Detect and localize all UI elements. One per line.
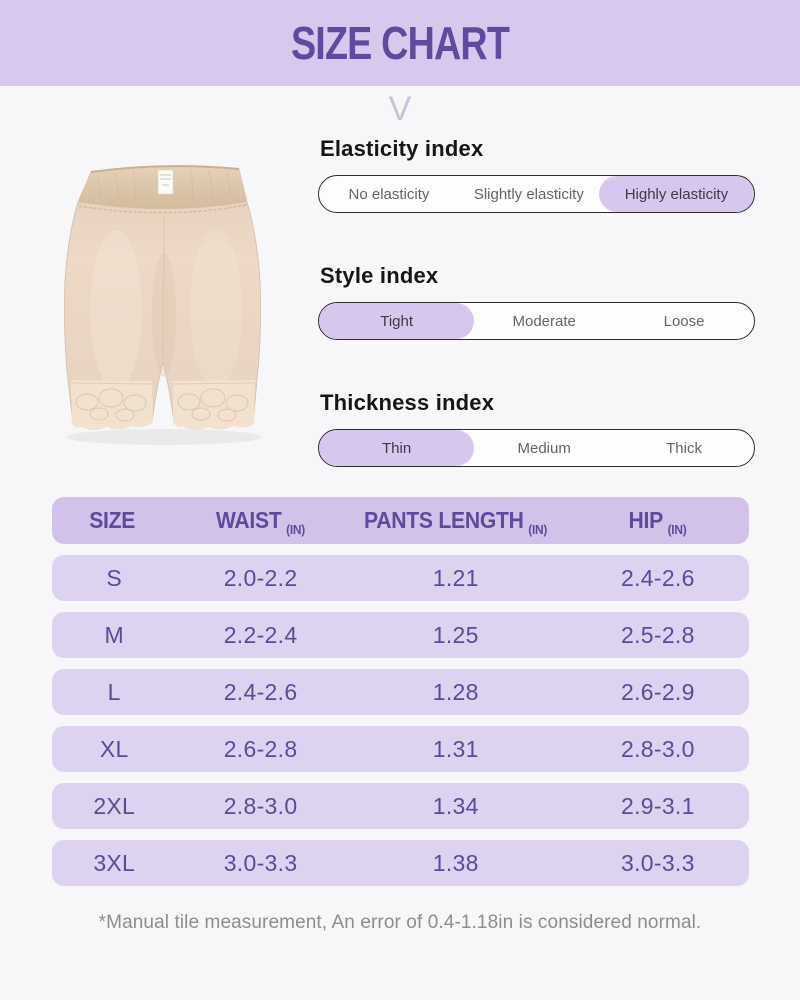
table-row: M 2.2-2.4 1.25 2.5-2.8 xyxy=(51,612,749,658)
waist-cell: 2.4-2.6 xyxy=(223,678,298,705)
size-cell: M xyxy=(104,621,124,648)
banner: SIZE CHART xyxy=(0,0,800,86)
table-header-row: SIZE WAIST (IN) PANTS LENGTH (IN) HIP (IN) xyxy=(51,497,749,544)
option-no-elasticity[interactable]: No elasticity xyxy=(348,185,430,203)
option-highly-elasticity[interactable]: Highly elasticity xyxy=(598,176,754,212)
pants-length-cell: 1.21 xyxy=(432,564,479,591)
thickness-options-pill: Thin Medium Thick xyxy=(318,429,755,467)
pants-length-cell: 1.25 xyxy=(432,621,479,648)
hip-cell: 2.6-2.9 xyxy=(621,678,695,705)
hip-cell: 2.4-2.6 xyxy=(621,564,695,591)
style-options-pill: Tight Moderate Loose xyxy=(318,302,755,340)
waist-cell: 2.0-2.2 xyxy=(223,564,298,591)
style-index-group: Style index Tight Moderate Loose xyxy=(318,263,755,340)
option-medium[interactable]: Medium xyxy=(517,439,571,457)
size-cell: 3XL xyxy=(93,849,136,876)
pants-length-cell: 1.34 xyxy=(432,792,479,819)
header-size: SIZE xyxy=(88,507,135,533)
table-row: XL 2.6-2.8 1.31 2.8-3.0 xyxy=(51,726,749,772)
size-cell: S xyxy=(106,564,123,591)
option-slightly-elasticity[interactable]: Slightly elasticity xyxy=(473,185,584,203)
measurement-note: *Manual tile measurement, An error of 0.… xyxy=(98,912,702,933)
hip-cell: 2.5-2.8 xyxy=(621,621,695,648)
pants-length-cell: 1.31 xyxy=(432,735,479,762)
table-row: 3XL 3.0-3.3 1.38 3.0-3.3 xyxy=(51,840,749,886)
waist-cell: 2.6-2.8 xyxy=(223,735,298,762)
hip-cell: 2.9-3.1 xyxy=(621,792,695,819)
size-cell: 2XL xyxy=(93,792,136,819)
elasticity-options-pill: No elasticity Slightly elasticity Highly… xyxy=(318,175,755,213)
page-title: SIZE CHART xyxy=(290,17,510,69)
shorts-graphic xyxy=(64,165,262,445)
product-and-indexes: Elasticity index No elasticity Slightly … xyxy=(0,130,800,467)
option-thick[interactable]: Thick xyxy=(666,439,702,457)
option-loose[interactable]: Loose xyxy=(663,312,705,330)
header-waist: WAIST (IN) xyxy=(216,507,306,537)
elasticity-index-group: Elasticity index No elasticity Slightly … xyxy=(318,136,755,213)
header-hip: HIP (IN) xyxy=(628,507,687,537)
table-row: S 2.0-2.2 1.21 2.4-2.6 xyxy=(51,555,749,601)
table-row: 2XL 2.8-3.0 1.34 2.9-3.1 xyxy=(51,783,749,829)
hip-cell: 3.0-3.3 xyxy=(621,849,695,876)
pants-length-cell: 1.38 xyxy=(432,849,479,876)
style-index-label: Style index xyxy=(320,263,439,288)
thickness-index-label: Thickness index xyxy=(320,390,495,415)
waist-cell: 3.0-3.3 xyxy=(223,849,298,876)
option-moderate[interactable]: Moderate xyxy=(512,312,576,330)
product-image xyxy=(30,132,302,467)
size-cell: XL xyxy=(99,735,129,762)
thickness-index-group: Thickness index Thin Medium Thick xyxy=(318,390,755,467)
waist-cell: 2.8-3.0 xyxy=(223,792,298,819)
index-panel: Elasticity index No elasticity Slightly … xyxy=(318,132,755,467)
chevron-down-icon: V xyxy=(388,90,412,128)
pants-length-cell: 1.28 xyxy=(432,678,479,705)
header-pants-length: PANTS LENGTH (IN) xyxy=(364,507,548,537)
hip-cell: 2.8-3.0 xyxy=(621,735,695,762)
option-thin[interactable]: Thin xyxy=(319,430,475,466)
waist-cell: 2.2-2.4 xyxy=(223,621,298,648)
option-tight[interactable]: Tight xyxy=(319,303,475,339)
elasticity-index-label: Elasticity index xyxy=(320,136,484,161)
size-cell: L xyxy=(107,678,121,705)
size-table: SIZE WAIST (IN) PANTS LENGTH (IN) HIP (IN) … xyxy=(51,497,749,886)
table-row: L 2.4-2.6 1.28 2.6-2.9 xyxy=(51,669,749,715)
